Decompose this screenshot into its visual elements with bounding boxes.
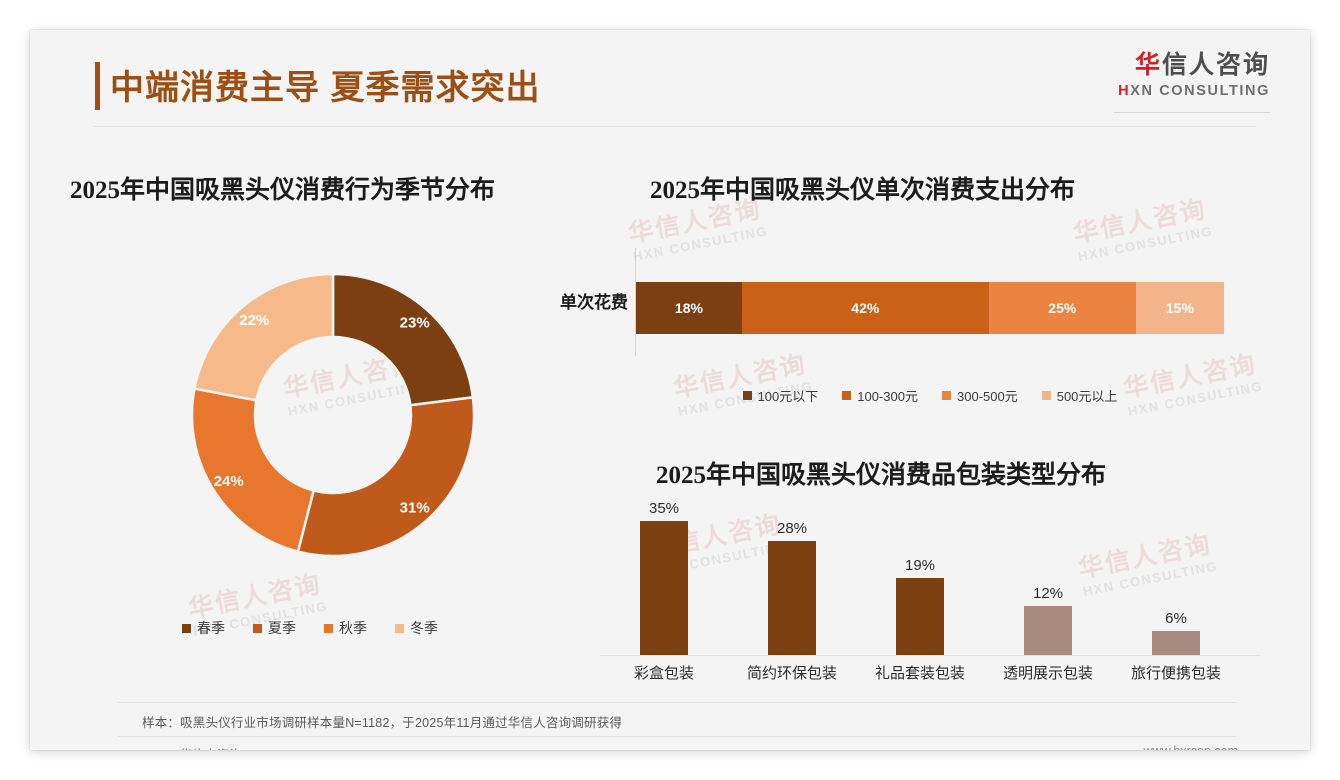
stacked-bar: 18% 42% 25% 15%: [636, 282, 1224, 334]
legend-label: 500元以上: [1056, 389, 1118, 404]
logo-english: HXN CONSULTING: [1118, 83, 1270, 99]
column-category-label-2: 礼品套装包装: [874, 665, 965, 682]
stacked-bar-panel: 单次花费 18% 42% 25% 15% 100元以下 100-300元 300-500元…: [560, 170, 1270, 420]
stacked-legend-item-2[interactable]: 300-500元: [942, 386, 1018, 405]
legend-label: 夏季: [268, 620, 296, 636]
legend-label: 300-500元: [957, 389, 1018, 404]
slide: 华信人咨询 HXN CONSULTING 华信人咨询 HXN CONSULTING 华信…: [30, 30, 1310, 750]
donut-legend: 春季 夏季 秋季 冬季: [70, 618, 550, 638]
column-value-label-2: 19%: [904, 556, 936, 574]
column-value-label-4: 6%: [1165, 609, 1187, 627]
donut-svg: 23% 31% 24% 22%: [190, 272, 476, 558]
column-category-label-0: 彩盒包装: [633, 665, 694, 682]
footer-divider: [118, 736, 1236, 737]
column-category-label-3: 透明展示包装: [1002, 665, 1093, 682]
column-chart-panel: 35% 28% 19% 12% 6% 彩盒包装 简约环保包装 礼品套装包装 透明展示包装 旅行便…: [590, 430, 1270, 710]
column-bar-2[interactable]: [896, 577, 944, 655]
logo-cn-red: 华: [1134, 51, 1162, 79]
donut-chart-panel: 23% 31% 24% 22% 春季 夏季 秋季 冬季: [70, 170, 550, 670]
logo-divider: [1114, 112, 1270, 113]
logo-en-rest: XN CONSULTING: [1130, 82, 1270, 99]
column-group-1[interactable]: 28%: [728, 500, 856, 655]
legend-label: 春季: [197, 620, 225, 636]
donut-slice-label-3: 22%: [239, 312, 269, 329]
donut-slice-0[interactable]: [331, 272, 475, 407]
logo-en-red: H: [1118, 82, 1131, 99]
logo-chinese: 华信人咨询: [1118, 51, 1270, 80]
copyright-text: ©2026.1 HXR华信人咨询: [102, 744, 242, 750]
stacked-legend-item-0[interactable]: 100元以下: [742, 386, 819, 405]
legend-swatch-icon: [253, 623, 262, 633]
stacked-legend-item-3[interactable]: 500元以上: [1041, 386, 1118, 405]
donut-legend-item-3[interactable]: 冬季: [395, 618, 438, 638]
website-text: www.hxrcon.com: [1144, 744, 1238, 750]
stacked-bar-segment-2[interactable]: 25%: [988, 282, 1136, 334]
donut-legend-item-1[interactable]: 夏季: [253, 618, 296, 638]
stacked-bar-title: 2025年中国吸黑头仪单次消费支出分布: [650, 177, 1076, 204]
legend-swatch-icon: [842, 391, 852, 400]
stacked-bar-axis: [635, 248, 636, 356]
legend-label: 100-300元: [857, 389, 918, 404]
header-divider: [94, 126, 1256, 127]
slide-header: 中端消费主导 夏季需求突出 华信人咨询 HXN CONSULTING: [30, 30, 1310, 128]
column-value-label-3: 12%: [1032, 585, 1064, 603]
legend-swatch-icon: [742, 391, 752, 400]
column-category-label-4: 旅行便携包装: [1130, 665, 1221, 682]
column-category-label-1: 简约环保包装: [746, 665, 837, 682]
legend-label: 100元以下: [757, 389, 819, 404]
donut-legend-item-2[interactable]: 秋季: [324, 618, 367, 638]
legend-swatch-icon: [182, 623, 191, 633]
legend-label: 秋季: [339, 620, 367, 636]
legend-swatch-icon: [324, 623, 333, 633]
stacked-bar-segment-0[interactable]: 18%: [636, 282, 742, 334]
legend-swatch-icon: [942, 391, 951, 400]
column-chart-plot: 35% 28% 19% 12% 6%: [600, 500, 1260, 655]
column-group-0[interactable]: 35%: [600, 500, 728, 655]
donut-slice-1[interactable]: [296, 395, 476, 558]
column-group-2[interactable]: 19%: [856, 500, 984, 655]
stacked-legend-item-1[interactable]: 100-300元: [842, 386, 918, 405]
column-bar-3[interactable]: [1024, 606, 1072, 655]
column-bar-1[interactable]: [768, 540, 816, 655]
donut-legend-item-0[interactable]: 春季: [182, 618, 225, 638]
page-title: 中端消费主导 夏季需求突出: [110, 69, 541, 107]
column-group-4[interactable]: 6%: [1112, 500, 1240, 655]
donut-chart-title: 2025年中国吸黑头仪消费行为季节分布: [70, 177, 496, 204]
logo-cn-rest: 信人咨询: [1161, 51, 1270, 79]
column-value-label-1: 28%: [776, 519, 808, 537]
stacked-bar-segment-3[interactable]: 15%: [1135, 282, 1224, 334]
stacked-bar-legend: 100元以下 100-300元 300-500元 500元以上: [636, 386, 1224, 405]
stacked-bar-category-label: 单次花费: [560, 293, 628, 312]
sample-note: 样本：吸黑头仪行业市场调研样本量N=1182，于2025年11月通过华信人咨询调…: [142, 716, 623, 730]
column-bar-0[interactable]: [640, 521, 688, 655]
column-group-3[interactable]: 12%: [984, 500, 1112, 655]
donut-slice-label-2: 24%: [214, 473, 244, 490]
column-chart-title: 2025年中国吸黑头仪消费品包装类型分布: [656, 462, 1107, 489]
stacked-bar-segment-1[interactable]: 42%: [741, 282, 989, 334]
donut-slice-3[interactable]: [193, 272, 335, 402]
brand-logo: 华信人咨询 HXN CONSULTING: [1118, 51, 1270, 99]
donut-slice-2[interactable]: [190, 387, 316, 554]
donut-slice-label-0: 23%: [400, 314, 430, 331]
column-chart-baseline: [600, 655, 1260, 656]
legend-label: 冬季: [410, 620, 438, 636]
column-bar-4[interactable]: [1152, 630, 1200, 655]
title-accent-bar: [95, 62, 100, 110]
legend-swatch-icon: [395, 623, 404, 633]
column-value-label-0: 35%: [648, 500, 680, 517]
donut-slice-label-1: 31%: [400, 500, 430, 517]
note-divider: [118, 702, 1236, 703]
donut-chart: 23% 31% 24% 22%: [188, 270, 478, 560]
legend-swatch-icon: [1041, 391, 1051, 400]
